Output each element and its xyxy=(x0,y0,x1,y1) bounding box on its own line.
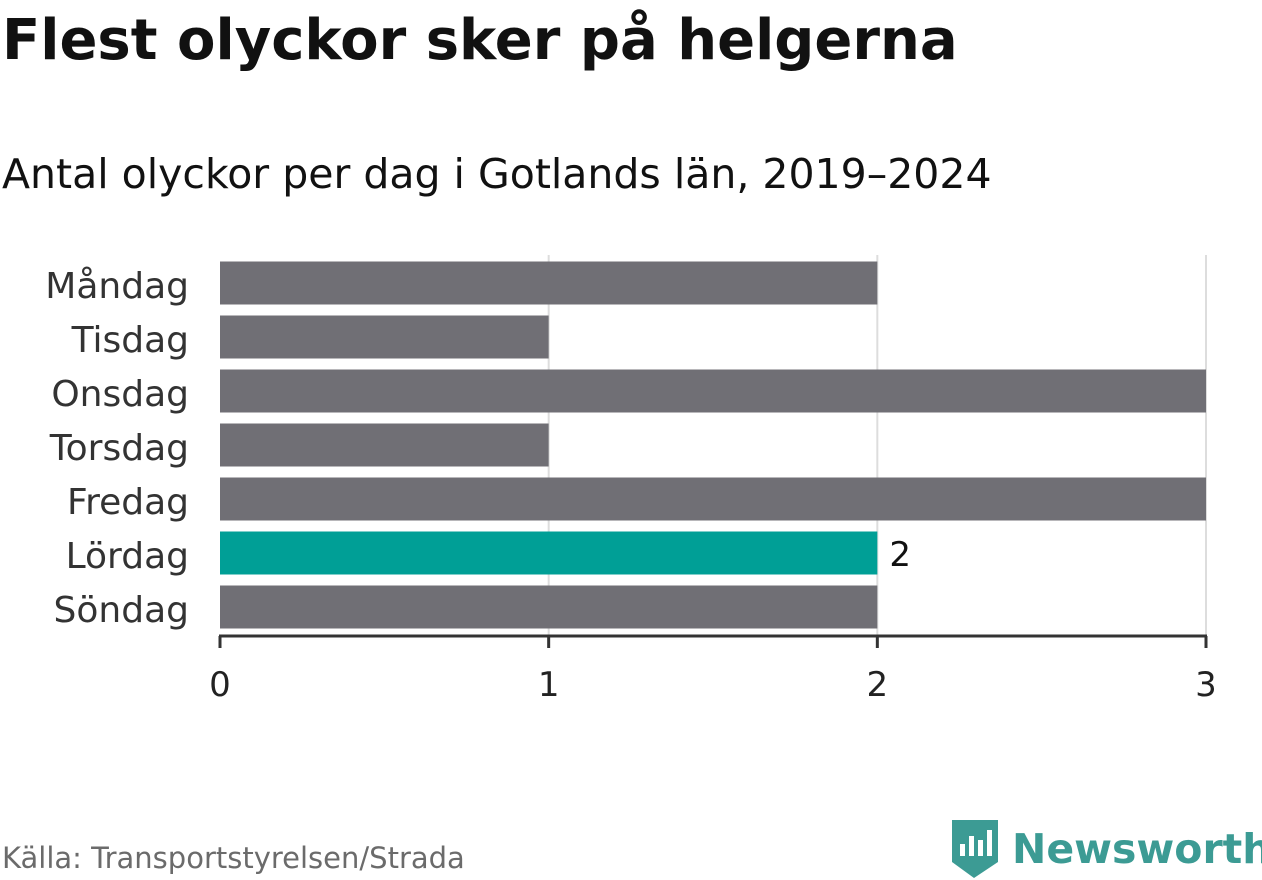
bar-måndag xyxy=(220,261,878,305)
x-tick-label: 2 xyxy=(867,665,889,705)
newsworthy-logo-icon xyxy=(952,820,998,878)
bar-lördag xyxy=(220,531,878,575)
bar-torsdag xyxy=(220,423,549,467)
gridlines xyxy=(547,255,1207,636)
bar-söndag xyxy=(220,585,878,629)
category-label: Söndag xyxy=(54,590,189,631)
category-label: Tisdag xyxy=(71,320,189,361)
x-tick-label: 0 xyxy=(209,665,231,705)
category-label: Torsdag xyxy=(49,428,189,469)
brand-name: Newsworthy xyxy=(1012,825,1262,873)
bars xyxy=(220,261,1206,629)
category-labels: Måndag Tisdag Onsdag Torsdag Fredag Lördag Sön… xyxy=(45,266,189,631)
bar-tisdag xyxy=(220,315,549,359)
data-label: 2 xyxy=(889,535,911,575)
x-tick-label: 1 xyxy=(538,665,560,705)
data-labels: 2 xyxy=(889,535,911,575)
category-label: Måndag xyxy=(45,266,189,307)
category-label: Lördag xyxy=(66,536,189,577)
bar-onsdag xyxy=(220,369,1206,413)
chart-subtitle: Antal olyckor per dag i Gotlands län, 20… xyxy=(2,150,992,198)
x-axis: 0 1 2 3 xyxy=(209,634,1217,705)
category-label: Onsdag xyxy=(51,374,189,415)
source-note: Källa: Transportstyrelsen/Strada xyxy=(2,841,465,875)
x-tick-label: 3 xyxy=(1195,665,1217,705)
brand-logo: Newsworthy xyxy=(950,818,1262,880)
category-label: Fredag xyxy=(67,482,189,523)
bar-fredag xyxy=(220,477,1206,521)
chart-title: Flest olyckor sker på helgerna xyxy=(2,8,958,73)
